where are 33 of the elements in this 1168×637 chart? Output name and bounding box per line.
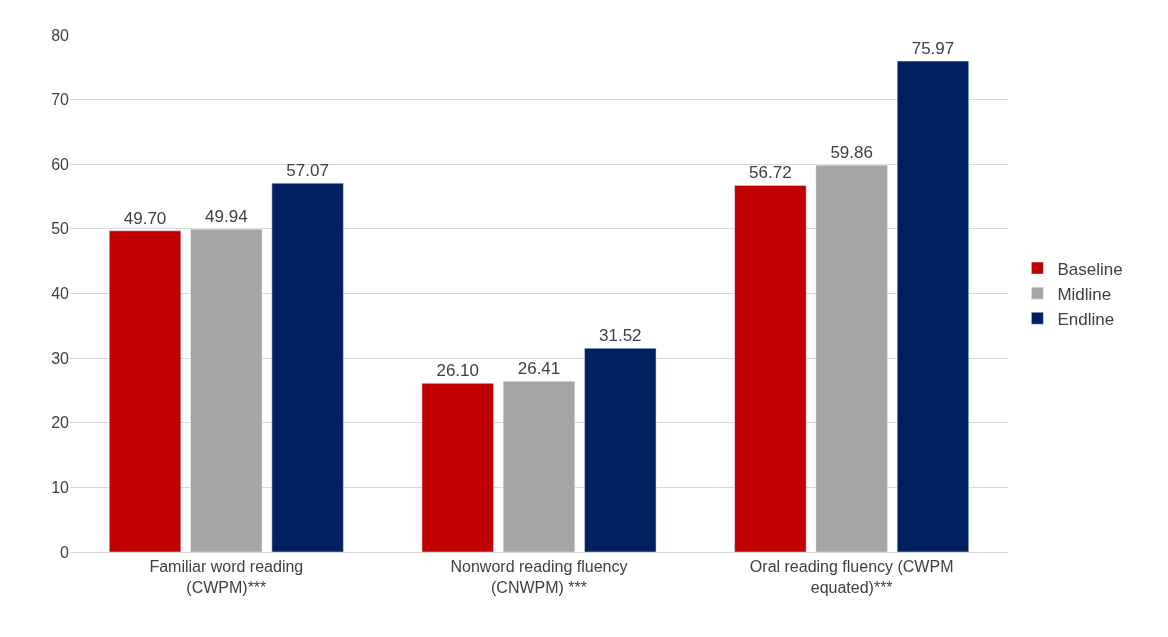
bar (190, 229, 263, 552)
data-label: 56.72 (749, 163, 792, 183)
data-label: 26.41 (517, 359, 561, 379)
bar (734, 185, 807, 552)
x-tick-label: Nonword reading fluency (CNWPM) *** (450, 558, 628, 596)
y-tick-label: 30 (51, 349, 70, 367)
y-tick-label: 60 (51, 155, 70, 173)
data-label: 75.97 (911, 39, 955, 59)
y-tick-label: 0 (60, 543, 70, 561)
legend-label: Midline (1057, 284, 1112, 304)
legend-label: Baseline (1057, 259, 1123, 279)
y-tick-label: 10 (51, 478, 70, 496)
data-label: 49.94 (205, 207, 248, 227)
legend-label: Endline (1057, 309, 1115, 329)
y-tick-label: 50 (51, 220, 70, 238)
bar (502, 381, 576, 552)
y-tick-label: 40 (51, 285, 70, 303)
x-tick-label: Oral reading fluency (CWPM equated)*** (749, 558, 954, 596)
y-tick-label: 20 (51, 414, 70, 432)
bar (421, 383, 494, 552)
data-label: 31.52 (599, 326, 642, 346)
bar (896, 60, 969, 552)
y-tick-label: 80 (51, 26, 70, 44)
bar (815, 164, 888, 552)
data-label: 26.10 (436, 361, 479, 381)
bar (271, 182, 344, 552)
data-label: 49.70 (123, 208, 167, 228)
data-label: 57.07 (286, 161, 329, 181)
y-tick-label: 70 (51, 91, 70, 109)
data-label: 59.86 (830, 143, 873, 163)
bar (584, 348, 657, 552)
x-tick-label: Familiar word reading (CWPM)*** (149, 558, 304, 596)
bar (109, 230, 182, 552)
